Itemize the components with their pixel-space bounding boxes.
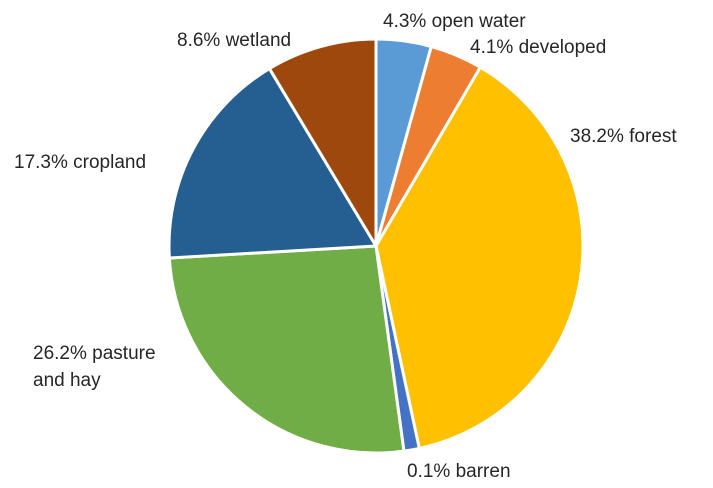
slice-cropland [167,67,378,260]
label-wetland: 8.6% wetland [177,30,291,51]
label-open-water: 4.3% open water [383,11,526,32]
label-forest: 38.2% forest [570,126,677,147]
slice-wetland [267,37,378,248]
label-barren: 0.1% barren [407,461,511,482]
pie-labels: 4.3% open water 4.1% developed 38.2% for… [14,11,677,482]
label-developed: 4.1% developed [470,37,606,58]
label-pasture-and-hay-line-1: 26.2% pasture [33,343,156,364]
pie-slices [167,37,585,455]
label-cropland: 17.3% cropland [14,152,146,173]
slice-pasture-and-hay [167,244,406,455]
label-pasture-and-hay-line-2: and hay [33,370,101,391]
slice-forest [374,65,585,450]
